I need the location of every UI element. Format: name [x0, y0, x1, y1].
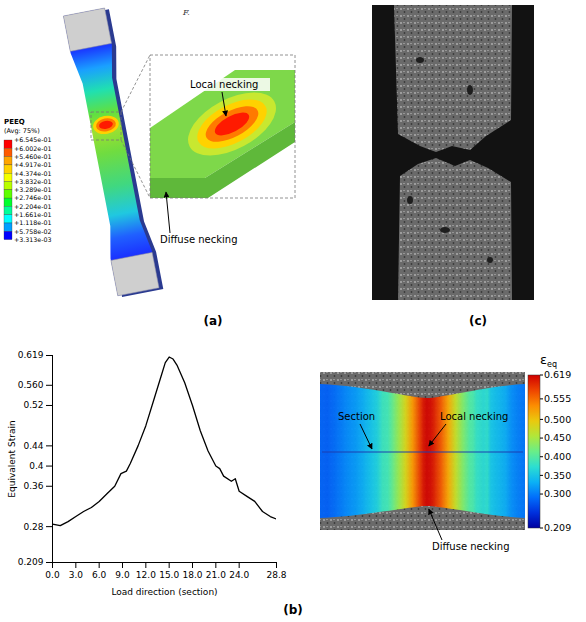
svg-text:9.0: 9.0: [115, 570, 130, 580]
svg-text:+5.460e-01: +5.460e-01: [14, 153, 51, 160]
svg-text:(Avg: 75%): (Avg: 75%): [4, 127, 40, 135]
svg-text:0.619: 0.619: [18, 350, 44, 360]
svg-text:+1.118e-01: +1.118e-01: [14, 219, 51, 226]
svg-text:+1.661e-01: +1.661e-01: [14, 211, 51, 218]
svg-text:+2.746e-01: +2.746e-01: [14, 194, 51, 201]
svg-text:PEEQ: PEEQ: [4, 118, 25, 126]
svg-text:εeq: εeq: [540, 352, 557, 369]
svg-text:+6.002e-01: +6.002e-01: [14, 145, 51, 152]
svg-text:Equivalent Strain: Equivalent Strain: [7, 420, 17, 497]
svg-text:0.52: 0.52: [23, 400, 43, 410]
svg-text:15.0: 15.0: [159, 570, 179, 580]
svg-text:3.0: 3.0: [69, 570, 84, 580]
svg-text:F.: F.: [182, 8, 190, 17]
svg-text:0.0: 0.0: [45, 570, 60, 580]
svg-text:18.0: 18.0: [182, 570, 202, 580]
svg-text:(a): (a): [203, 314, 222, 328]
svg-text:0.300: 0.300: [544, 488, 571, 499]
svg-text:0.209: 0.209: [544, 522, 571, 533]
svg-text:Diffuse necking: Diffuse necking: [160, 234, 238, 245]
svg-text:Diffuse necking: Diffuse necking: [432, 541, 510, 552]
svg-text:Section: Section: [338, 411, 375, 422]
svg-text:0.28: 0.28: [23, 522, 43, 532]
svg-text:Load direction (section): Load direction (section): [111, 587, 217, 597]
svg-text:+6.545e-01: +6.545e-01: [14, 136, 51, 143]
svg-text:+4.374e-01: +4.374e-01: [14, 170, 51, 177]
svg-text:+5.758e-02: +5.758e-02: [14, 228, 51, 235]
svg-text:0.44: 0.44: [23, 441, 43, 451]
svg-text:28.8: 28.8: [266, 570, 286, 580]
svg-text:Local necking: Local necking: [440, 411, 508, 422]
svg-text:+4.917e-01: +4.917e-01: [14, 161, 51, 168]
svg-text:(b): (b): [283, 603, 303, 617]
svg-text:0.36: 0.36: [23, 481, 43, 491]
svg-text:+3.832e-01: +3.832e-01: [14, 178, 51, 185]
svg-text:21.0: 21.0: [206, 570, 226, 580]
svg-text:+3.289e-01: +3.289e-01: [14, 186, 51, 193]
svg-text:6.0: 6.0: [92, 570, 107, 580]
svg-text:Local necking: Local necking: [190, 79, 258, 90]
svg-text:0.209: 0.209: [18, 557, 44, 567]
svg-text:12.0: 12.0: [136, 570, 156, 580]
svg-text:0.350: 0.350: [544, 470, 571, 481]
svg-text:0.555: 0.555: [544, 393, 571, 404]
svg-text:+3.313e-03: +3.313e-03: [14, 236, 51, 243]
svg-text:0.450: 0.450: [544, 432, 571, 443]
svg-text:24.0: 24.0: [229, 570, 249, 580]
svg-text:0.560: 0.560: [18, 380, 44, 390]
svg-text:0.400: 0.400: [544, 451, 571, 462]
svg-text:0.4: 0.4: [29, 461, 44, 471]
svg-text:+2.204e-01: +2.204e-01: [14, 203, 51, 210]
svg-text:0.619: 0.619: [544, 369, 571, 380]
svg-text:0.500: 0.500: [544, 414, 571, 425]
svg-text:(c): (c): [469, 314, 487, 328]
